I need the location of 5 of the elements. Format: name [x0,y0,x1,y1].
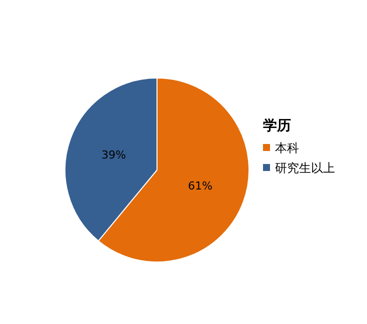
data-label: 39% [101,148,126,162]
legend-title: 学历 [263,118,291,134]
legend-label: 本科 [275,141,299,155]
legend-label: 研究生以上 [275,161,335,175]
data-label: 61% [188,180,213,193]
